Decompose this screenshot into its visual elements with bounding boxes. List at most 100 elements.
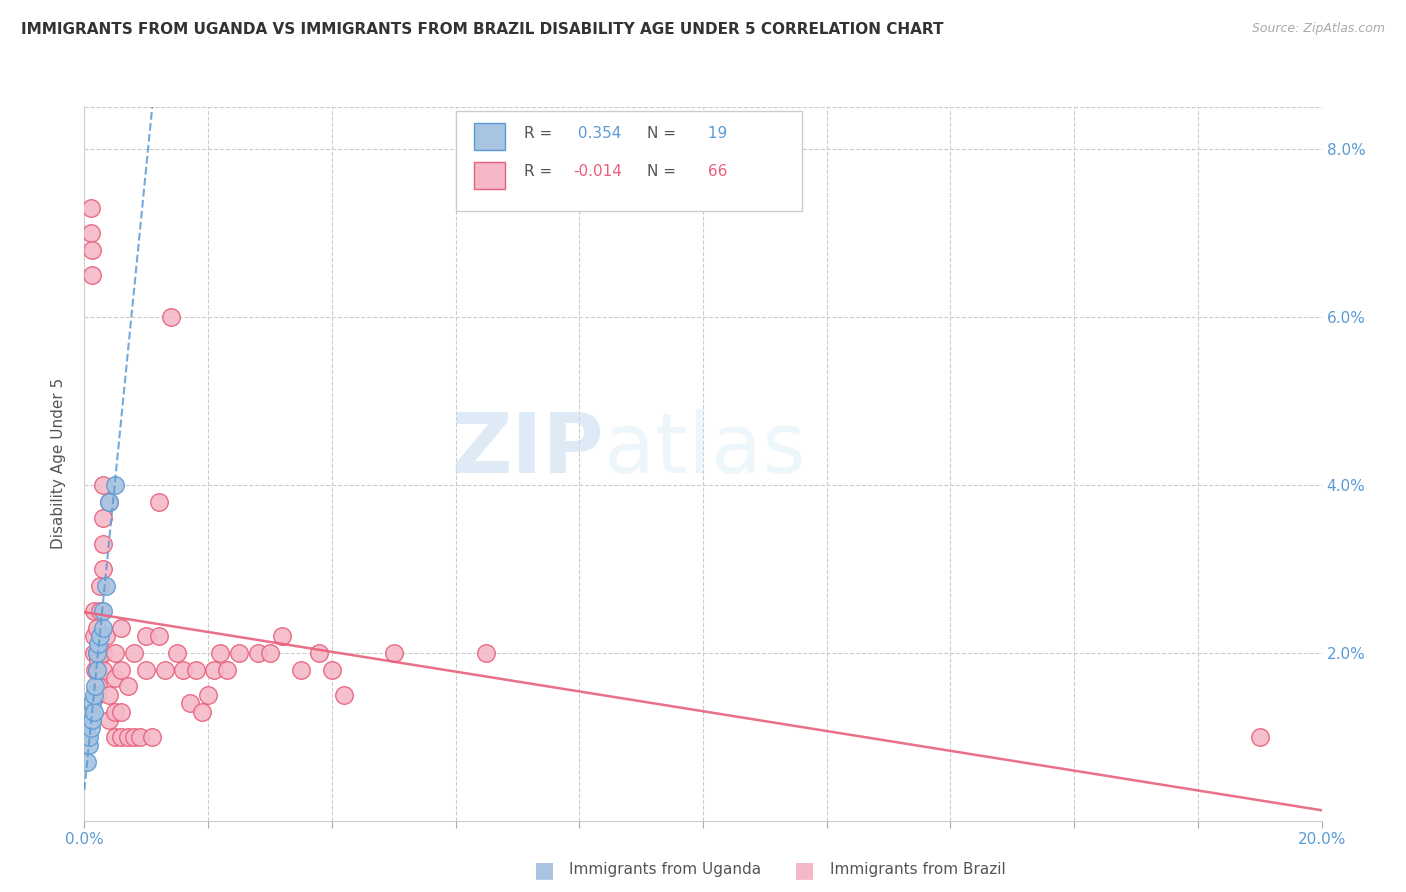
Point xyxy=(83,646,105,660)
Y-axis label: Disability Age Under 5: Disability Age Under 5 xyxy=(51,378,66,549)
Point xyxy=(141,730,163,744)
Point xyxy=(104,671,127,685)
Point xyxy=(333,688,356,702)
Point xyxy=(290,663,312,677)
Text: Immigrants from Brazil: Immigrants from Brazil xyxy=(830,863,1005,877)
Point xyxy=(98,494,121,508)
Point xyxy=(77,738,100,752)
Point xyxy=(98,688,121,702)
Point xyxy=(197,688,219,702)
Point xyxy=(91,646,114,660)
Point xyxy=(148,629,170,643)
Point xyxy=(110,621,132,635)
Text: ■: ■ xyxy=(794,860,815,880)
Point xyxy=(179,696,201,710)
Point xyxy=(87,637,110,651)
Point xyxy=(79,730,101,744)
Point xyxy=(82,243,104,257)
Text: N =: N = xyxy=(647,126,676,141)
Point xyxy=(76,755,98,769)
Point xyxy=(87,679,110,693)
Point xyxy=(82,696,104,710)
Point xyxy=(228,646,250,660)
Point xyxy=(215,663,238,677)
Point xyxy=(308,646,330,660)
Point xyxy=(321,663,343,677)
Point xyxy=(83,705,105,719)
Point xyxy=(89,578,111,592)
Point xyxy=(184,663,207,677)
Point xyxy=(91,604,114,618)
Point xyxy=(80,268,103,282)
FancyBboxPatch shape xyxy=(456,111,801,211)
Point xyxy=(98,494,121,508)
Point xyxy=(98,713,121,727)
Point xyxy=(86,646,108,660)
Point xyxy=(83,629,105,643)
Point xyxy=(110,730,132,744)
Point xyxy=(79,705,101,719)
Point xyxy=(91,621,114,635)
Point xyxy=(135,629,157,643)
Text: Immigrants from Uganda: Immigrants from Uganda xyxy=(569,863,762,877)
Point xyxy=(259,646,281,660)
Point xyxy=(91,562,114,576)
Point xyxy=(475,646,498,660)
Point xyxy=(79,226,101,240)
Point xyxy=(382,646,405,660)
Point xyxy=(89,629,111,643)
Point xyxy=(148,494,170,508)
Point xyxy=(117,730,139,744)
Point xyxy=(153,663,176,677)
Text: ■: ■ xyxy=(534,860,555,880)
Point xyxy=(160,310,183,324)
Point xyxy=(166,646,188,660)
Point xyxy=(91,478,114,492)
Point xyxy=(246,646,269,660)
Text: Source: ZipAtlas.com: Source: ZipAtlas.com xyxy=(1251,22,1385,36)
Point xyxy=(104,730,127,744)
Point xyxy=(86,663,108,677)
Point xyxy=(91,511,114,525)
FancyBboxPatch shape xyxy=(474,162,505,189)
Point xyxy=(86,663,108,677)
Point xyxy=(79,201,101,215)
Text: 0.354: 0.354 xyxy=(574,126,621,141)
Point xyxy=(94,578,117,592)
Point xyxy=(104,646,127,660)
Point xyxy=(172,663,194,677)
Point xyxy=(86,646,108,660)
Text: atlas: atlas xyxy=(605,409,806,490)
FancyBboxPatch shape xyxy=(474,123,505,150)
Point xyxy=(84,663,107,677)
Point xyxy=(110,663,132,677)
Point xyxy=(110,705,132,719)
Point xyxy=(89,604,111,618)
Text: 19: 19 xyxy=(703,126,727,141)
Point xyxy=(122,730,145,744)
Point xyxy=(94,629,117,643)
Point xyxy=(80,713,103,727)
Point xyxy=(86,688,108,702)
Point xyxy=(86,621,108,635)
Point xyxy=(83,604,105,618)
Point xyxy=(191,705,214,719)
Point xyxy=(129,730,152,744)
Text: ZIP: ZIP xyxy=(451,409,605,490)
Text: -0.014: -0.014 xyxy=(574,164,621,178)
Point xyxy=(91,663,114,677)
Point xyxy=(104,705,127,719)
Point xyxy=(122,646,145,660)
Point xyxy=(83,688,105,702)
Text: IMMIGRANTS FROM UGANDA VS IMMIGRANTS FROM BRAZIL DISABILITY AGE UNDER 5 CORRELAT: IMMIGRANTS FROM UGANDA VS IMMIGRANTS FRO… xyxy=(21,22,943,37)
Point xyxy=(87,654,110,668)
Point xyxy=(1249,730,1271,744)
Point xyxy=(79,721,101,735)
Text: R =: R = xyxy=(523,164,551,178)
Point xyxy=(117,679,139,693)
Text: 66: 66 xyxy=(703,164,727,178)
Point xyxy=(91,536,114,550)
Point xyxy=(135,663,157,677)
Point xyxy=(202,663,225,677)
Point xyxy=(271,629,294,643)
